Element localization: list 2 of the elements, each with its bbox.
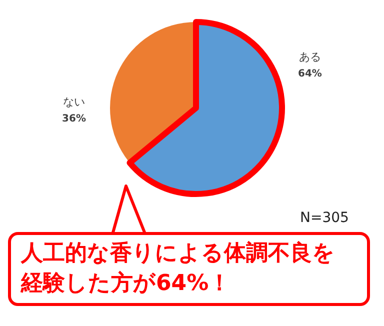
text: 人工的な香りによる体調不良を経験した方が64%！ [8, 232, 370, 306]
text: N=305 [300, 210, 349, 226]
